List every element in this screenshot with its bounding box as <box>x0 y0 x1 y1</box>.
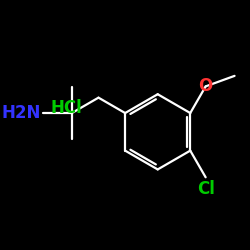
Text: O: O <box>198 78 213 96</box>
Text: H2N: H2N <box>2 104 41 122</box>
Text: HCl: HCl <box>50 99 82 117</box>
Text: Cl: Cl <box>197 180 214 198</box>
